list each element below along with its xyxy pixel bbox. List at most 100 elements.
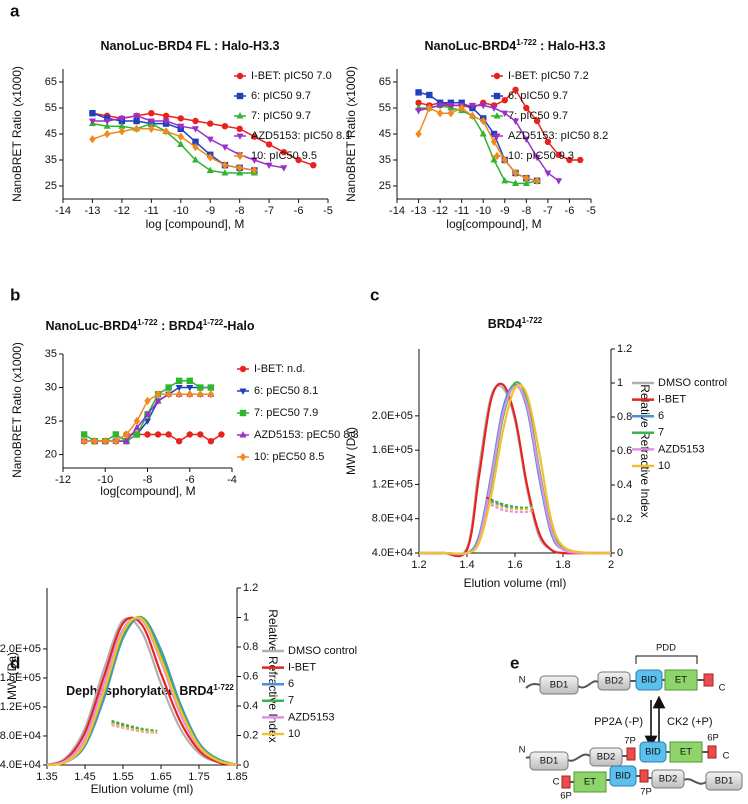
marker [133,423,141,431]
marker [112,431,120,438]
marker [175,390,183,399]
marker [566,156,573,164]
series-line [46,616,238,767]
marker [162,127,170,136]
marker [192,138,199,145]
series-line [418,382,611,558]
marker [143,410,152,417]
x-tick-label: -5 [323,205,333,217]
marker [221,169,229,176]
diagram-label: BD1 [715,776,733,787]
marker [447,99,455,106]
diagram-label: BD2 [659,774,677,785]
x-tick-label: -10 [173,205,189,217]
x-tick-label: -14 [389,205,405,217]
series-line [490,504,535,514]
series-line [419,381,612,556]
marker [512,86,519,94]
marker [544,170,552,177]
diagram-label: ET [584,777,596,788]
marker [236,125,243,132]
marker [154,431,162,438]
y2-axis-label: Relative Refractive Index [266,609,280,742]
marker [436,102,444,110]
x-tick-label: -9 [500,205,510,217]
marker [480,116,487,126]
legend-label: 7: pIC50 9.7 [508,110,568,122]
legend-label: 6: pIC50 9.7 [251,90,311,102]
y-axis-label: NanoBRET Ratio (x1000) [10,342,24,478]
x-tick-label: -6 [565,205,575,217]
y2-tick-label: 0.8 [617,411,632,423]
marker [118,127,126,136]
diagram-label: C [553,777,560,788]
marker [102,437,109,446]
marker [133,117,140,125]
y-tick-label: 25 [45,415,57,427]
y-tick-label: 8.0E+04 [372,513,413,525]
y-axis-label: NanoBRET Ratio (x1000) [344,66,358,202]
y2-tick-label: 1.2 [617,343,632,355]
legend-marker [493,133,501,140]
marker [175,384,183,392]
marker [165,390,172,399]
marker [523,174,530,183]
marker [165,431,172,438]
phospho-site [703,673,714,687]
panel-label: b [10,285,20,304]
y2-tick-label: 1 [243,611,249,623]
domain-box [651,769,685,789]
marker [89,110,96,117]
panel-label: a [10,1,20,20]
diagram-label: PP2A (-P) [594,716,643,728]
legend-label: AZD5153 [658,443,704,455]
x-tick-label: -8 [521,205,531,217]
diagram-label: N [519,675,526,686]
title-part: NanoLuc-BRD4 FL : Halo-H3.3 [101,39,280,53]
marker [197,384,204,391]
marker [177,132,184,141]
y2-tick-label: 0.8 [243,641,258,653]
legend-label: AZD5153: pIC50 8.1 [251,130,351,142]
linker [525,679,704,689]
marker [236,169,244,176]
marker [103,129,111,139]
domain-diagram: PDD N BD1 BD2 BID ET C PP2A (-P) CK2 (+P… [519,643,743,802]
marker [177,123,185,131]
y2-tick-label: 0.6 [617,445,632,457]
title-part: NanoLuc-BRD4 [45,319,137,333]
x-tick-label: 1.2 [411,559,426,571]
marker [80,437,88,446]
y-tick-label: 45 [379,128,391,140]
legend-marker [239,431,247,438]
series-line [46,617,238,767]
y2-tick-label: 0.2 [617,513,632,525]
y-tick-label: 25 [379,180,391,192]
legend-marker [493,151,501,161]
legend-label: 6: pIC50 9.7 [508,90,568,102]
marker [490,156,498,163]
y-tick-label: 25 [45,180,57,192]
diagram-label: BD2 [597,752,615,763]
y2-tick-label: 0.6 [243,670,258,682]
y-tick-label: 35 [45,154,57,166]
y-axis-label: MW (Da) [344,427,358,475]
diagram-label: BID [645,747,661,758]
legend-label: 10: pIC50 9.5 [251,150,317,162]
marker [533,154,541,162]
marker [148,124,155,133]
legend-label: AZD5153: pEC50 8.3 [254,429,359,441]
x-axis-label: log[compound], M [100,484,195,498]
marker [89,135,96,144]
title-part: 1-722 [516,38,537,47]
marker [103,118,111,125]
chart-title: NanoLuc-BRD4 FL : Halo-H3.3 [101,39,280,53]
legend-marker [493,112,501,119]
diagram-label: CK2 (+P) [667,716,713,728]
phospho-site [626,747,636,761]
phospho-site [639,769,649,783]
series-line [490,498,535,509]
y-tick-label: 8.0E+04 [0,730,41,742]
x-tick-label: -9 [205,205,215,217]
marker [80,431,88,438]
